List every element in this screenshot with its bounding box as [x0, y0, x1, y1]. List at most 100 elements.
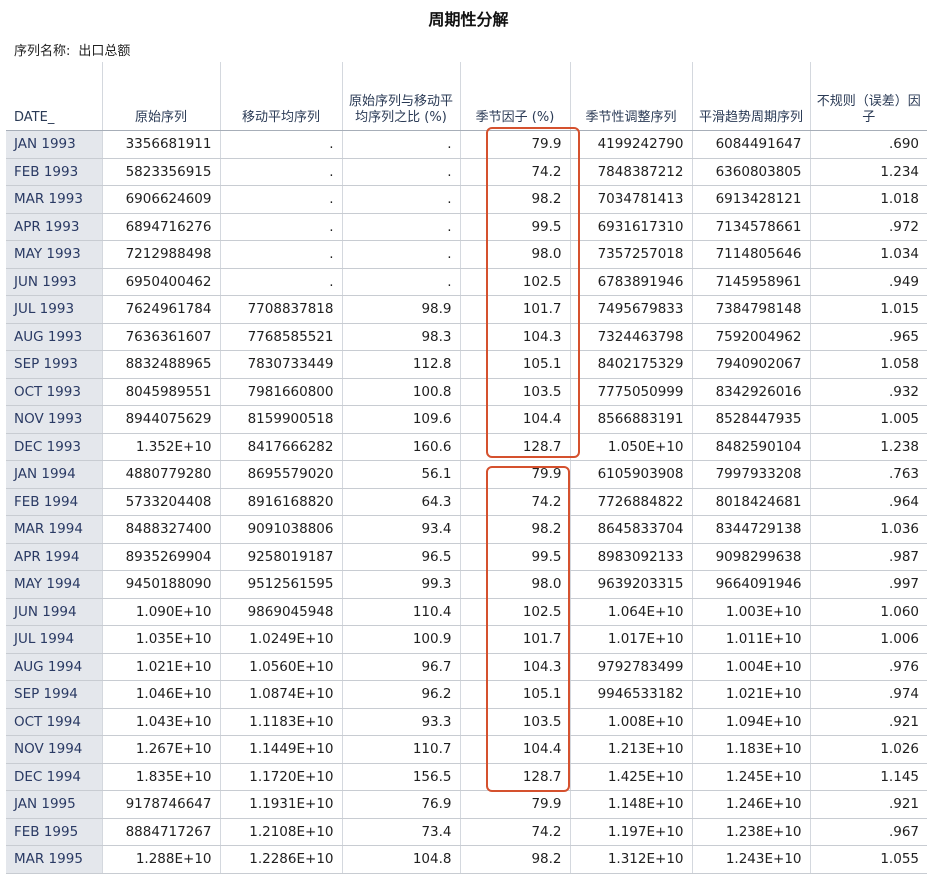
table-row: FEB 1994 5733204408 8916168820 64.3 74.2 7726…: [6, 488, 927, 516]
table-cell: 1.043E+10: [101, 708, 220, 736]
table-row: FEB 1993 5823356915.. 74.2 7848387212 636080…: [6, 158, 927, 186]
row-date-label: NOV 1994: [6, 735, 102, 764]
table-cell: 5823356915: [101, 158, 220, 186]
decomposition-table: DATE_ 原始序列 移动平均序列 原始序列与移动平均序列之比 (%) 季节因子…: [6, 62, 927, 874]
table-cell: 1.0249E+10: [219, 625, 342, 654]
table-cell: .763: [809, 460, 927, 489]
report-title: 周期性分解: [428, 10, 509, 29]
table-cell: 101.7: [459, 625, 570, 654]
row-date-label: JAN 1995: [6, 790, 102, 819]
table-cell: 79.9: [459, 790, 570, 819]
table-cell: 7212988498: [101, 240, 220, 269]
table-row: SEP 1993 8832488965 7830733449 112.8 105.1 84…: [6, 350, 927, 379]
series-caption: 序列名称: 出口总额: [14, 40, 138, 59]
table-cell: 7940902067: [691, 350, 810, 379]
table-cell: 156.5: [341, 763, 460, 791]
table-cell: 1.090E+10: [101, 598, 220, 626]
table-cell: .949: [809, 268, 927, 296]
table-cell: .932: [809, 378, 927, 406]
row-date-label: AUG 1993: [6, 323, 102, 351]
table-cell: 103.5: [459, 708, 570, 736]
table-cell: 1.1931E+10: [219, 790, 342, 819]
table-cell: 9178746647: [101, 790, 220, 819]
table-cell: 1.064E+10: [569, 598, 692, 626]
table-cell: 9258019187: [219, 543, 342, 571]
row-date-label: MAR 1994: [6, 515, 102, 544]
table-cell: .: [219, 158, 342, 186]
table-cell: 7495679833: [569, 295, 692, 324]
table-cell: 98.0: [459, 570, 570, 599]
table-cell: 8832488965: [101, 350, 220, 379]
row-date-label: FEB 1993: [6, 158, 102, 186]
table-cell: 99.5: [459, 213, 570, 241]
table-cell: 1.243E+10: [691, 845, 810, 874]
table-cell: 7357257018: [569, 240, 692, 269]
table-cell: 79.9: [459, 130, 570, 159]
table-cell: 8482590104: [691, 433, 810, 461]
table-cell: 7768585521: [219, 323, 342, 351]
row-date-label: FEB 1995: [6, 818, 102, 846]
table-cell: 99.5: [459, 543, 570, 571]
table-cell: 4199242790: [569, 130, 692, 159]
table-cell: 7708837818: [219, 295, 342, 324]
table-cell: 1.1720E+10: [219, 763, 342, 791]
table-row: JUN 1994 1.090E+10 9869045948 110.4 102.5 1.0…: [6, 598, 927, 626]
table-cell: 98.0: [459, 240, 570, 269]
table-cell: 109.6: [341, 405, 460, 434]
table-cell: .: [219, 240, 342, 269]
table-cell: 7830733449: [219, 350, 342, 379]
table-cell: 6360803805: [691, 158, 810, 186]
table-cell: 93.3: [341, 708, 460, 736]
table-row: SEP 1994 1.046E+10 1.0874E+10 96.2 105.1 9946…: [6, 680, 927, 709]
row-date-label: OCT 1994: [6, 708, 102, 736]
table-cell: 1.2108E+10: [219, 818, 342, 846]
table-cell: 98.2: [459, 845, 570, 874]
row-date-label: APR 1993: [6, 213, 102, 241]
row-date-label: APR 1994: [6, 543, 102, 571]
table-cell: 102.5: [459, 598, 570, 626]
table-cell: 6913428121: [691, 185, 810, 214]
row-date-label: OCT 1993: [6, 378, 102, 406]
table-cell: 1.835E+10: [101, 763, 220, 791]
series-name: 出口总额: [78, 44, 131, 59]
table-cell: .974: [809, 680, 927, 709]
table-cell: 7997933208: [691, 460, 810, 489]
table-cell: .964: [809, 488, 927, 516]
table-cell: 9512561595: [219, 570, 342, 599]
table-cell: 93.4: [341, 515, 460, 544]
table-cell: 101.7: [459, 295, 570, 324]
table-cell: 1.197E+10: [569, 818, 692, 846]
table-cell: 56.1: [341, 460, 460, 489]
table-cell: 7034781413: [569, 185, 692, 214]
row-date-label: MAY 1994: [6, 570, 102, 599]
table-row: JAN 1995 9178746647 1.1931E+10 76.9 79.9 1.14…: [6, 790, 927, 819]
row-date-label: AUG 1994: [6, 653, 102, 681]
table-cell: 8916168820: [219, 488, 342, 516]
table-cell: 1.0560E+10: [219, 653, 342, 681]
table-cell: 103.5: [459, 378, 570, 406]
table-row: APR 1994 8935269904 9258019187 96.5 99.5 8983…: [6, 543, 927, 571]
row-date-label: JUN 1993: [6, 268, 102, 296]
table-cell: 100.8: [341, 378, 460, 406]
table-cell: 1.060: [809, 598, 927, 626]
table-cell: 102.5: [459, 268, 570, 296]
table-cell: 7726884822: [569, 488, 692, 516]
table-cell: 98.2: [459, 515, 570, 544]
table-cell: 1.026: [809, 735, 927, 764]
table-cell: 104.3: [459, 323, 570, 351]
table-cell: 74.2: [459, 158, 570, 186]
row-date-label: DEC 1994: [6, 763, 102, 791]
table-cell: 7114805646: [691, 240, 810, 269]
table-cell: .997: [809, 570, 927, 599]
table-cell: 6931617310: [569, 213, 692, 241]
table-cell: 1.246E+10: [691, 790, 810, 819]
table-cell: 8528447935: [691, 405, 810, 434]
table-cell: 99.3: [341, 570, 460, 599]
table-cell: 110.4: [341, 598, 460, 626]
table-cell: 8488327400: [101, 515, 220, 544]
table-cell: 104.3: [459, 653, 570, 681]
table-cell: 96.2: [341, 680, 460, 709]
series-label: 序列名称:: [14, 44, 71, 59]
table-cell: 8417666282: [219, 433, 342, 461]
table-cell: 8935269904: [101, 543, 220, 571]
